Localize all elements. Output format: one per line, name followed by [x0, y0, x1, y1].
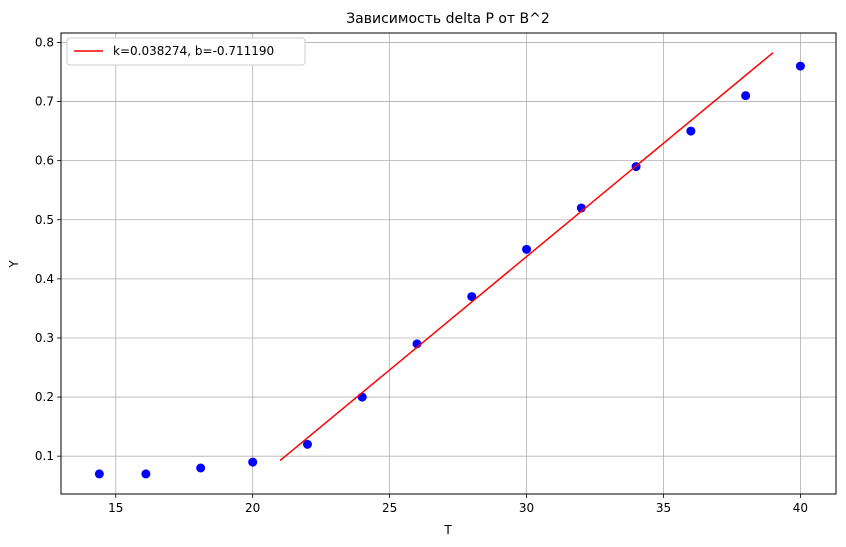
data-point [94, 469, 104, 479]
x-tick-label: 40 [793, 501, 808, 515]
y-tick-label: 0.5 [35, 213, 54, 227]
y-tick-label: 0.4 [35, 272, 54, 286]
y-tick-label: 0.3 [35, 331, 54, 345]
legend: k=0.038274, b=-0.711190 [66, 37, 306, 66]
grid [61, 33, 836, 494]
data-point [686, 126, 696, 136]
x-tick-label: 30 [519, 501, 534, 515]
data-point [522, 244, 532, 254]
y-axis-label: Y [7, 260, 21, 269]
x-axis-label: T [443, 523, 452, 537]
chart-title: Зависимость delta P от B^2 [346, 11, 550, 27]
data-point [248, 457, 258, 467]
data-point [741, 91, 751, 101]
data-point [302, 439, 312, 449]
y-tick-label: 0.2 [35, 390, 54, 404]
x-tick-label: 35 [656, 501, 671, 515]
data-point [795, 61, 805, 71]
x-tick-label: 15 [108, 501, 123, 515]
legend-entry-fit: k=0.038274, b=-0.711190 [113, 44, 274, 58]
y-tick-label: 0.1 [35, 449, 54, 463]
y-tick-label: 0.8 [35, 35, 54, 49]
y-tick-label: 0.6 [35, 154, 54, 168]
fit-line [279, 52, 774, 462]
legend-box [66, 37, 306, 66]
axis-ticks: 15 20 25 30 35 40 0.1 0.2 0.3 0.4 0.5 0.6 0.7 0.8 [35, 35, 808, 515]
plot-marks [94, 52, 805, 479]
data-point [196, 463, 206, 473]
data-point [357, 392, 367, 402]
plot-frame [60, 32, 837, 495]
data-point [141, 469, 151, 479]
x-tick-label: 20 [245, 501, 260, 515]
data-point [467, 292, 477, 302]
y-tick-label: 0.7 [35, 95, 54, 109]
x-tick-label: 25 [382, 501, 397, 515]
